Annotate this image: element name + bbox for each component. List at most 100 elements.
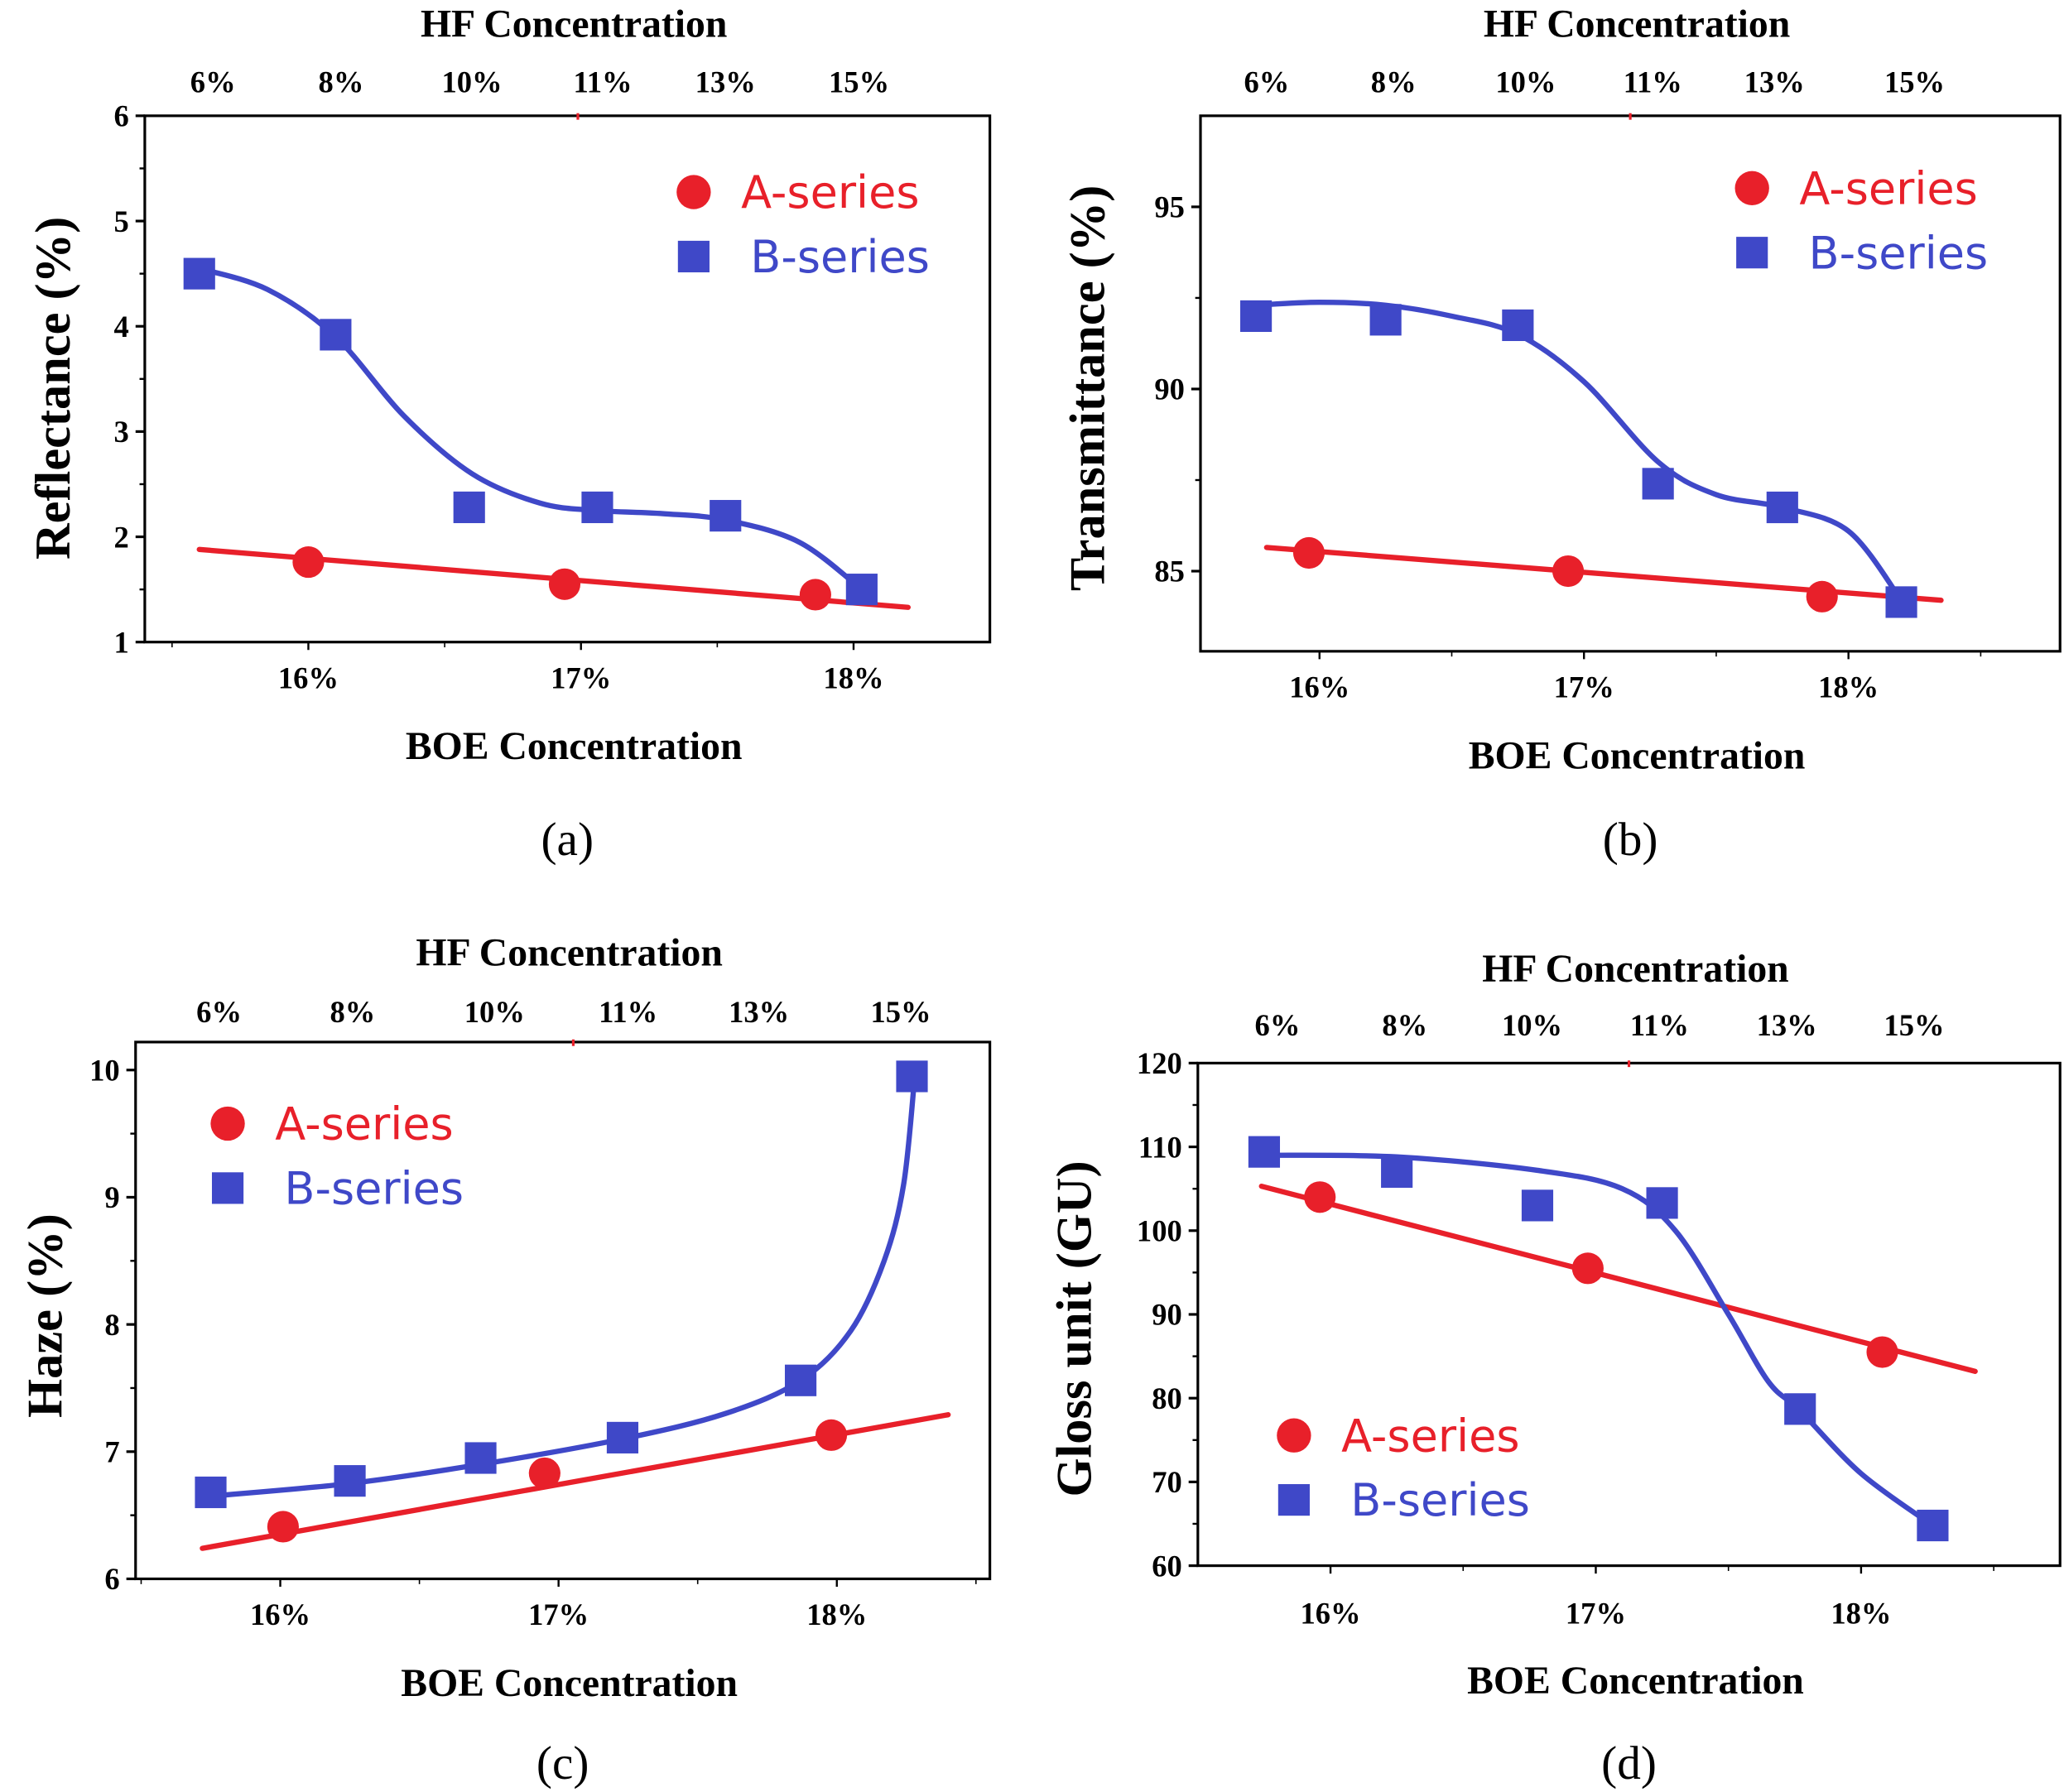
panel-label: (c) <box>536 1737 589 1790</box>
x2-tick-label: 6% <box>196 995 242 1029</box>
x2-tick-label: 13% <box>1744 65 1805 98</box>
b-series-point <box>453 491 485 524</box>
y-tick-label: 85 <box>1154 555 1185 589</box>
y-tick-label: 6 <box>114 99 129 133</box>
panel-label: (d) <box>1601 1737 1657 1790</box>
x2-tick-label: 11% <box>1624 65 1682 98</box>
x2-tick-label: 6% <box>190 65 236 98</box>
b-series-point <box>1885 586 1917 618</box>
x-tick-label: 17% <box>1554 670 1614 704</box>
legend-label-b-series: B-series <box>1809 227 1989 279</box>
b-series-point <box>1248 1136 1281 1168</box>
b-series-point <box>1240 300 1273 333</box>
y-tick-label: 90 <box>1154 372 1185 406</box>
a-series-point <box>1866 1336 1898 1368</box>
b-series-point <box>1502 309 1534 342</box>
x2-tick-label: 8% <box>330 995 376 1029</box>
plot-frame <box>134 1040 992 1581</box>
b-series-point <box>464 1442 497 1474</box>
x-tick-label: 16% <box>278 661 339 694</box>
a-series-point <box>815 1419 848 1451</box>
y-tick-label: 110 <box>1138 1130 1182 1164</box>
x2-tick-label: 11% <box>1630 1008 1689 1042</box>
x2-tick-label: 15% <box>1884 1008 1944 1042</box>
x-tick-label: 16% <box>1289 670 1350 704</box>
a-series-fit-line <box>1258 1183 1978 1374</box>
legend-marker-b-series <box>1736 237 1768 269</box>
series-b-series <box>1240 300 1917 618</box>
x-tick-label: 16% <box>250 1597 310 1631</box>
legend-marker-b-series <box>1277 1484 1310 1516</box>
a-series-point <box>292 545 325 579</box>
x2-tick-label: 13% <box>1757 1008 1817 1042</box>
b-series-point <box>1766 491 1798 524</box>
a-series-point <box>1806 580 1838 613</box>
b-series-point <box>581 491 613 524</box>
b-series-point <box>320 319 352 351</box>
legend-label-a-series: A-series <box>275 1098 453 1151</box>
x-axis-title: BOE Concentration <box>1469 734 1806 777</box>
b-series-point <box>1381 1155 1413 1189</box>
b-series-point <box>1917 1509 1949 1542</box>
y-tick-label: 100 <box>1137 1214 1182 1248</box>
a-series-point <box>267 1511 299 1543</box>
x2-tick-label: 15% <box>1884 65 1945 98</box>
x2-tick-label: 10% <box>441 65 502 98</box>
legend-label-b-series: B-series <box>284 1162 464 1214</box>
a-series-point <box>1292 536 1325 569</box>
x2-tick-label: 10% <box>1495 65 1556 98</box>
a-series-point <box>1552 555 1585 588</box>
legend-marker-a-series <box>676 175 711 209</box>
x2-tick-label: 15% <box>871 995 931 1029</box>
x-tick-label: 17% <box>1566 1597 1626 1631</box>
legend-label-b-series: B-series <box>1350 1474 1530 1526</box>
y-tick-label: 4 <box>114 310 129 344</box>
legend-label-a-series: A-series <box>741 166 919 219</box>
x-tick-label: 18% <box>806 1597 867 1631</box>
b-series-fit-line <box>196 266 865 593</box>
series-a-series <box>200 1412 951 1551</box>
b-series-fit-line <box>208 1074 918 1499</box>
legend-label-a-series: A-series <box>1341 1410 1519 1462</box>
x-tick-label: 16% <box>1300 1597 1360 1631</box>
legend: A-series B-series <box>210 1098 464 1214</box>
panel-label: (a) <box>541 814 594 866</box>
a-series-fit-line <box>1263 545 1944 603</box>
y-tick-label: 9 <box>104 1180 119 1214</box>
x-axis-title: BOE Concentration <box>401 1662 738 1705</box>
b-series-point <box>183 257 215 290</box>
x2-tick-label: 15% <box>829 65 889 98</box>
y-tick-label: 5 <box>114 204 129 238</box>
x-tick-label: 17% <box>551 661 611 694</box>
x2-axis-title: HF Concentration <box>1482 948 1788 991</box>
b-series-point <box>334 1465 366 1497</box>
y-tick-label: 80 <box>1152 1381 1182 1415</box>
series-a-series <box>1263 536 1944 613</box>
x2-tick-label: 8% <box>1371 65 1417 98</box>
b-series-point <box>784 1364 817 1396</box>
y-tick-label: 60 <box>1152 1549 1182 1583</box>
a-series-point <box>799 579 831 611</box>
y-tick-label: 8 <box>104 1308 119 1342</box>
x-tick-label: 18% <box>1831 1597 1891 1631</box>
x-tick-label: 18% <box>1818 670 1879 704</box>
b-series-point <box>195 1476 227 1509</box>
b-series-point <box>845 574 878 606</box>
x-tick-label: 17% <box>528 1597 589 1631</box>
x2-tick-label: 13% <box>729 995 789 1029</box>
x2-axis-title: HF Concentration <box>1484 3 1790 46</box>
x2-tick-label: 11% <box>574 65 633 98</box>
y-tick-label: 2 <box>114 520 129 554</box>
y-axis-title: Transmittance (%) <box>1060 185 1115 591</box>
panel-label: (b) <box>1603 814 1658 866</box>
a-series-point <box>1304 1181 1336 1213</box>
legend: A-series B-series <box>676 166 930 283</box>
legend-marker-a-series <box>1734 171 1769 205</box>
x2-tick-label: 10% <box>1502 1008 1562 1042</box>
legend-marker-a-series <box>1277 1418 1311 1453</box>
panel-c: 6 7 8 9 10 16% 17% 18% 6% 8% 10% 11% 13% 15% HF Concen… <box>17 932 992 1790</box>
legend: A-series B-series <box>1277 1410 1530 1526</box>
y-tick-label: 1 <box>114 625 129 659</box>
y-tick-label: 120 <box>1137 1046 1182 1080</box>
